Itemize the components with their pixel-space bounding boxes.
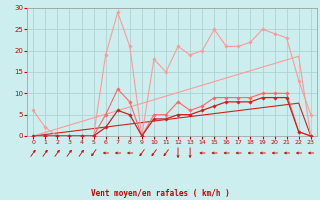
Text: Vent moyen/en rafales ( km/h ): Vent moyen/en rafales ( km/h ) <box>91 189 229 198</box>
